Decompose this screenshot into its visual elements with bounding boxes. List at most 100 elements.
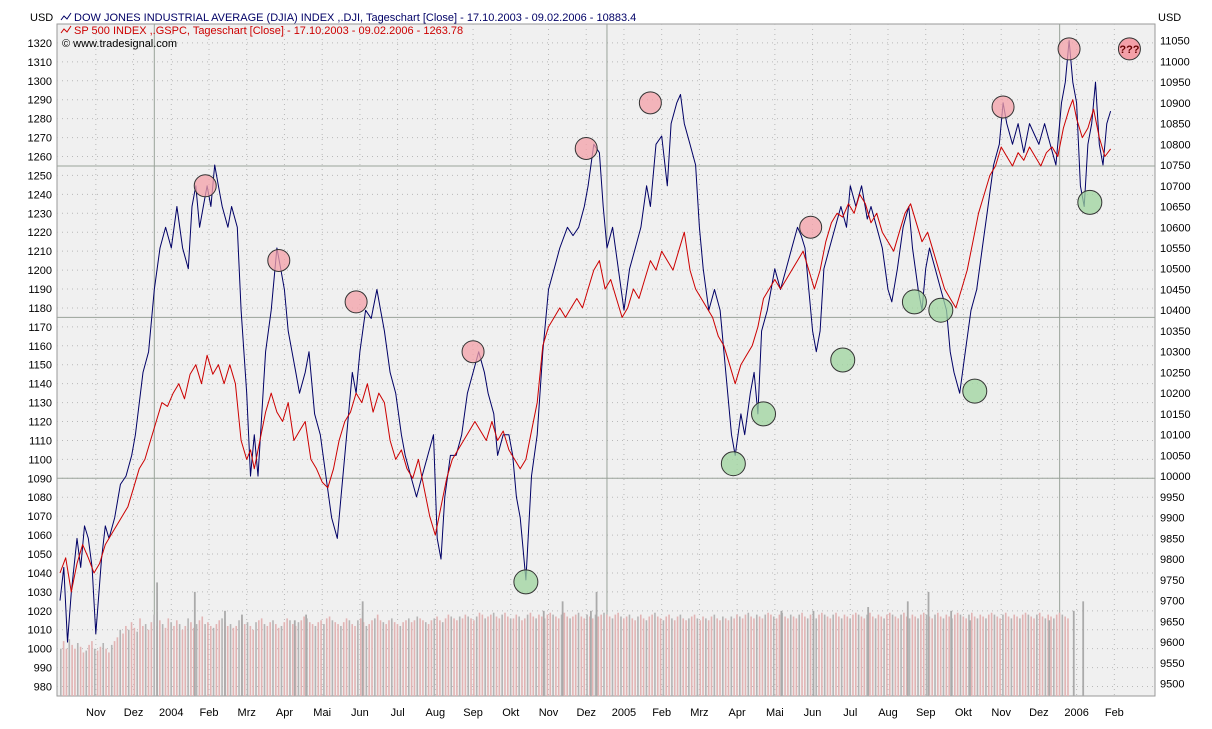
volume-bar [999, 618, 1001, 696]
volume-bar [891, 614, 894, 696]
volume-bar [348, 620, 351, 696]
volume-bar [784, 616, 786, 696]
right-tick-label: 10350 [1160, 326, 1191, 338]
volume-bar [161, 624, 164, 696]
volume-spike [1048, 620, 1051, 696]
legend-dji-icon [60, 12, 72, 21]
volume-bar [767, 612, 769, 696]
volume-bar [444, 618, 447, 696]
legend: DOW JONES INDUSTRIAL AVERAGE (DJIA) INDE… [60, 12, 636, 50]
left-tick-label: 1320 [28, 38, 52, 50]
right-tick-label: 10550 [1160, 243, 1191, 255]
volume-bar [433, 618, 436, 696]
high-marker [799, 215, 823, 239]
left-tick-label: 1220 [28, 227, 52, 239]
volume-bar [331, 620, 334, 696]
volume-bar [215, 624, 218, 696]
volume-bar [1050, 616, 1052, 696]
right-tick-label: 9800 [1160, 554, 1184, 566]
volume-bar [772, 616, 775, 696]
volume-bar [959, 614, 962, 696]
volume-bar [1027, 614, 1030, 696]
volume-bar [439, 620, 441, 696]
volume-bar [628, 614, 631, 696]
volume-bar [552, 614, 554, 696]
volume-bar [492, 612, 495, 696]
volume-bar [170, 622, 172, 696]
volume-bar [832, 614, 834, 696]
volume-bar [662, 620, 665, 696]
left-tick-label: 990 [34, 663, 52, 675]
volume-bar [523, 618, 526, 696]
left-tick-label: 1150 [28, 360, 52, 372]
volume-bar [818, 614, 820, 696]
volume-bar [730, 616, 733, 696]
volume-bar [874, 618, 877, 696]
high-marker [991, 95, 1015, 119]
volume-bar [787, 618, 789, 696]
volume-bar [359, 618, 362, 696]
right-tick-label: 11000 [1160, 56, 1190, 68]
volume-spike [927, 591, 930, 696]
volume-bar [651, 614, 653, 696]
volume-bar [164, 627, 167, 696]
left-tick-label: 1250 [28, 170, 52, 182]
volume-bar [532, 616, 535, 696]
volume-bar [93, 648, 96, 696]
x-tick-label: Sep [463, 707, 483, 719]
volume-bar [993, 614, 996, 696]
volume-bar [937, 612, 939, 696]
volume-bar [806, 618, 809, 696]
volume-bar [71, 644, 73, 696]
right-tick-label: 10950 [1160, 77, 1191, 89]
volume-spike [224, 610, 226, 696]
volume-bar [243, 624, 246, 696]
volume-bar [475, 616, 478, 696]
left-tick-label: 1170 [28, 322, 52, 334]
volume-bar [690, 616, 693, 696]
volume-bar [606, 614, 608, 696]
volume-bar [611, 618, 614, 696]
volume-bar [159, 620, 161, 696]
high-marker [574, 136, 598, 160]
volume-bar [549, 612, 552, 696]
series-lines [59, 40, 1112, 643]
volume-bar [147, 629, 150, 696]
volume-bar [852, 614, 854, 696]
volume-bar [750, 616, 752, 696]
volume-bar [110, 644, 113, 696]
volume-bar [942, 618, 945, 696]
low-marker [1077, 189, 1103, 215]
volume-bar [917, 618, 919, 696]
right-tick-label: 10000 [1160, 471, 1191, 483]
volume-bar [976, 618, 979, 696]
x-tick-label: Apr [729, 707, 746, 719]
volume-bar [102, 642, 105, 696]
left-tick-label: 1200 [28, 265, 52, 277]
volume-bar [656, 616, 659, 696]
volume-bar [583, 618, 585, 696]
volume-bar [458, 616, 461, 696]
volume-bar [744, 614, 747, 696]
volume-bar [291, 624, 294, 696]
volume-bar [184, 625, 187, 696]
volume-bar [175, 620, 178, 696]
volume-bar [846, 616, 849, 696]
volume-spike [156, 582, 158, 696]
volume-bar [60, 648, 62, 696]
volume-spike [542, 610, 545, 696]
volume-bar [263, 624, 266, 696]
left-tick-label: 1300 [28, 76, 52, 88]
volume-bar [535, 618, 537, 696]
volume-bar [586, 614, 588, 696]
volume-bar [1021, 614, 1024, 696]
volume-bar [187, 618, 189, 696]
volume-bar [1061, 614, 1064, 696]
question-marker [1117, 37, 1141, 61]
left-tick-label: 1080 [28, 492, 52, 504]
volume-bar [481, 614, 484, 696]
volume-bar [388, 620, 390, 696]
volume-bar [654, 612, 656, 696]
right-tick-label: 9850 [1160, 533, 1184, 545]
volume-bar [934, 614, 936, 696]
